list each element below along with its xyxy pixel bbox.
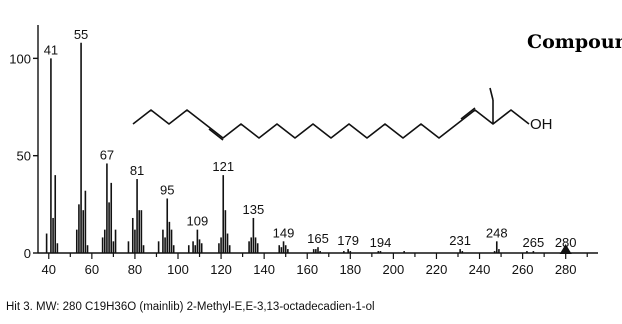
x-tick-label-220: 220: [426, 262, 448, 277]
x-tick-label-260: 260: [512, 262, 534, 277]
hydroxyl-label: OH: [530, 116, 553, 133]
peak-label-194: 194: [370, 235, 392, 250]
molecule-structure: [132, 87, 530, 141]
x-tick-label-40: 40: [42, 262, 56, 277]
x-tick-label-240: 240: [469, 262, 491, 277]
x-tick-label-120: 120: [210, 262, 232, 277]
molecular-ion-marker: [559, 244, 572, 254]
peak-label-109: 109: [187, 214, 209, 229]
peak-label-265: 265: [523, 235, 545, 250]
y-tick-label-50: 50: [17, 149, 31, 164]
y-tick-label-100: 100: [9, 51, 31, 66]
x-tick-label-140: 140: [253, 262, 275, 277]
peak-labels: 41 55 67 81 95 109 121 135 149 165 179 194 231 248 265…: [44, 27, 577, 250]
peak-label-41: 41: [44, 42, 58, 57]
double-bond-c13: [208, 128, 224, 141]
x-tick-label-100: 100: [167, 262, 189, 277]
peak-label-179: 179: [337, 233, 359, 248]
peak-label-95: 95: [160, 183, 174, 198]
x-tick-label-200: 200: [383, 262, 405, 277]
carbon-chain: [132, 109, 530, 139]
x-tick-label-180: 180: [339, 262, 361, 277]
peak-label-248: 248: [486, 225, 508, 240]
x-tick-label-80: 80: [128, 262, 142, 277]
y-tick-label-0: 0: [24, 246, 31, 261]
peak-label-67: 67: [100, 147, 114, 162]
peak-label-149: 149: [273, 225, 295, 240]
double-bond-c3: [460, 107, 476, 120]
compound-title: Compound 6: [527, 31, 622, 53]
x-tick-label-160: 160: [296, 262, 318, 277]
library-hit-caption: Hit 3. MW: 280 C19H36O (mainlib) 2-Methy…: [6, 301, 375, 313]
chart-axes: 0 50 100 40 60 80 100 120 140 160 180 200 220 240 260 2…: [9, 25, 598, 277]
spectrum-peaks: [45, 42, 567, 253]
methyl-branch-tip: [489, 87, 494, 101]
peak-label-280: 280: [555, 235, 577, 250]
peak-label-231: 231: [449, 233, 471, 248]
peak-label-81: 81: [130, 163, 144, 178]
x-tick-label-60: 60: [85, 262, 99, 277]
peak-label-135: 135: [243, 202, 265, 217]
peak-label-121: 121: [212, 159, 234, 174]
peak-label-55: 55: [74, 27, 88, 42]
x-tick-label-280: 280: [555, 262, 577, 277]
peak-label-165: 165: [307, 231, 329, 246]
